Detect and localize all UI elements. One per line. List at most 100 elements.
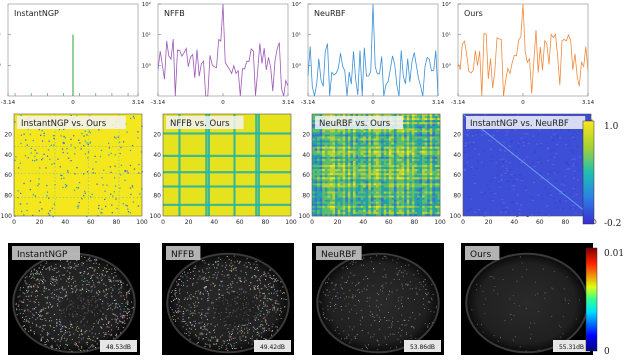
heatmap-cell [317, 146, 320, 149]
heatmap-speck [526, 133, 529, 135]
heatmap-dot [46, 191, 49, 193]
heatmap-cell [401, 134, 405, 137]
heatmap-speck [464, 165, 467, 168]
heatmap-speck [537, 161, 540, 163]
heatmap-dot [131, 145, 134, 147]
heatmap-cell [424, 213, 428, 217]
heatmap-dot [29, 180, 32, 182]
heatmap-cell [434, 122, 438, 125]
heatmap-cell [378, 150, 382, 154]
heatmap-cell [360, 162, 364, 166]
heatmap-cell [365, 197, 369, 200]
error-map-speck [183, 271, 185, 273]
heatmap-speck [559, 201, 562, 204]
error-map-speck [361, 317, 363, 319]
heatmap-cell [376, 171, 379, 174]
heatmap-cell [391, 167, 395, 170]
heatmap-cell [347, 162, 351, 166]
heatmap-cell [373, 203, 377, 207]
heatmap-cell [376, 138, 379, 141]
heatmap-dot [78, 201, 80, 204]
heatmap-cell [352, 156, 356, 160]
error-map-speck [77, 346, 79, 348]
heatmap-cell [365, 189, 369, 192]
heatmap-dot [88, 130, 91, 132]
heatmap-cell [383, 160, 387, 164]
error-map-speck [66, 291, 67, 293]
heatmap-cell [383, 201, 387, 205]
heatmap-speck [559, 199, 561, 202]
error-map-speck [175, 310, 176, 312]
heatmap-cell [414, 183, 418, 186]
heatmap-cell [386, 179, 390, 182]
heatmap-cell [427, 191, 431, 194]
heatmap-speck [516, 215, 519, 218]
error-map-speck [60, 322, 61, 324]
error-map-speck [83, 273, 85, 274]
heatmap-speck [492, 135, 495, 137]
heatmap-cell [335, 189, 338, 192]
heatmap-speck [550, 128, 553, 130]
heatmap-title: NeuRBF vs. Ours [319, 119, 391, 129]
heatmap-cell [345, 203, 349, 207]
heatmap-cell [429, 144, 433, 147]
heatmap-cell [340, 179, 344, 182]
error-map-speck [93, 270, 95, 272]
heatmap-cell [422, 199, 425, 203]
error-map-speck [240, 332, 242, 334]
heatmap-cell [332, 114, 336, 117]
error-map-speck [279, 310, 281, 312]
heatmap-cell [434, 126, 438, 129]
heatmap-cell [386, 134, 390, 137]
error-map-speck [56, 321, 58, 323]
heatmap-cell [314, 207, 318, 211]
error-map-speck [56, 344, 58, 346]
error-map-speck [90, 275, 92, 277]
error-map-speck [256, 280, 258, 282]
heatmap-cell [370, 177, 374, 180]
error-map-speck [33, 274, 34, 276]
error-map-speck [92, 346, 94, 348]
heatmap-cell [422, 114, 425, 117]
heatmap-cell [322, 165, 326, 168]
error-map-speck [174, 290, 176, 292]
heatmap-cell [383, 140, 387, 143]
heatmap-speck [475, 167, 478, 170]
heatmap-cell [432, 201, 436, 205]
error-map-speck [75, 329, 77, 331]
heatmap-speck [556, 173, 559, 175]
heatmap-cell [350, 132, 354, 135]
error-map-speck [278, 303, 280, 305]
heatmap-cell [399, 211, 402, 215]
heatmap-cell [363, 211, 367, 215]
heatmap-dot [137, 131, 139, 133]
heatmap-speck [510, 168, 513, 170]
heatmap-cell [396, 142, 400, 145]
heatmap-cell [381, 162, 384, 166]
heatmap-cell [342, 138, 346, 141]
error-map-speck [128, 309, 130, 310]
error-map-speck [56, 282, 58, 284]
error-map-speck [41, 315, 43, 317]
heatmap-cell [437, 118, 441, 121]
heatmap-cell [368, 193, 372, 196]
heatmap-cell [340, 154, 344, 158]
error-map-speck [205, 286, 207, 288]
heatmap-speck [484, 207, 487, 209]
heatmap-cell [340, 181, 344, 184]
heatmap-cell [365, 128, 369, 131]
error-map-speck [51, 296, 53, 298]
error-map-speck [258, 289, 260, 291]
heatmap-speck [552, 138, 555, 140]
error-map-speck [120, 282, 122, 283]
heatmap-cell [434, 146, 438, 149]
error-map-speck [30, 285, 32, 287]
heatmap-cell [370, 160, 374, 164]
heatmap-cell [434, 185, 438, 188]
heatmap-dot [141, 171, 143, 173]
heatmap-cell [378, 134, 382, 137]
heatmap-speck [537, 133, 540, 135]
error-map-speck [76, 327, 77, 329]
error-map-speck [120, 295, 122, 297]
heatmap-cell [429, 193, 433, 196]
